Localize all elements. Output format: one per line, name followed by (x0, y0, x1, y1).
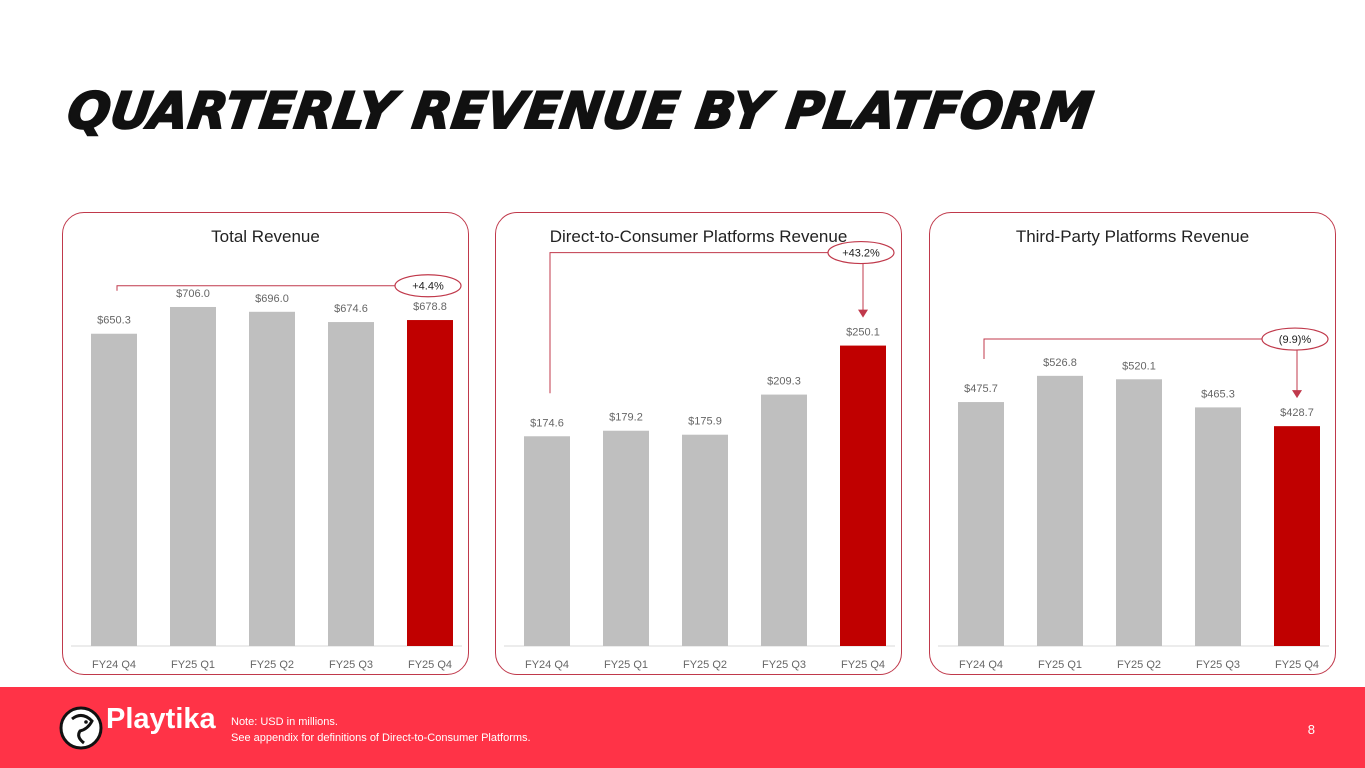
chart-dtc-revenue: $174.6 FY24 Q4 $179.2 FY25 Q1 $175.9 FY25 Q2 $… (504, 240, 895, 671)
chart-total-revenue: $650.3 FY24 Q4 $706.0 FY25 Q1 $696.0 FY25 Q2 $… (71, 274, 462, 671)
chart-title: Direct-to-Consumer Platforms Revenue (549, 227, 848, 246)
data-label: $706.0 (176, 288, 210, 300)
arrow-head (1292, 390, 1302, 399)
x-tick-label: FY24 Q4 (959, 659, 1003, 671)
bar (249, 311, 295, 646)
bracket-line (983, 338, 1263, 360)
data-label: $475.7 (964, 383, 998, 395)
bar (682, 434, 728, 646)
change-badge (827, 240, 895, 265)
playtika-leopard-logo-icon (59, 706, 103, 750)
bar (328, 322, 374, 646)
bar (91, 333, 137, 646)
panel-dtc-revenue: Direct-to-Consumer Platforms Revenue $17… (495, 212, 902, 675)
chart-title: Third-Party Platforms Revenue (1015, 227, 1250, 246)
bar (958, 402, 1004, 646)
data-label: $179.2 (609, 412, 643, 424)
data-label: $674.6 (334, 303, 368, 315)
data-label: $465.3 (1201, 388, 1235, 400)
bracket-line (549, 252, 829, 394)
x-tick-label: FY24 Q4 (92, 659, 136, 671)
bar (1116, 379, 1162, 646)
x-tick-label: FY25 Q1 (171, 659, 215, 671)
bar (524, 436, 570, 646)
change-badge (394, 274, 462, 298)
data-label: $526.8 (1043, 357, 1077, 369)
footnote-line: Note: USD in millions. (231, 716, 338, 728)
bar (840, 345, 886, 646)
playtika-logo-text: Playtika (106, 703, 216, 735)
chart-third-party-revenue: $475.7 FY24 Q4 $526.8 FY25 Q1 $520.1 FY25 Q2 $… (938, 327, 1329, 671)
x-tick-label: FY24 Q4 (525, 659, 569, 671)
x-tick-label: FY25 Q2 (250, 659, 294, 671)
bar (603, 430, 649, 646)
change-label: +43.2% (842, 248, 880, 260)
x-tick-label: FY25 Q3 (329, 659, 373, 671)
arrow-head (858, 309, 868, 318)
footnote: Note: USD in millions. See appendix for … (231, 714, 531, 746)
data-label: $174.6 (530, 417, 564, 429)
page-title: QUARTERLY REVENUE BY PLATFORM (63, 81, 1098, 141)
x-tick-label: FY25 Q1 (604, 659, 648, 671)
data-label: $520.1 (1122, 360, 1156, 372)
change-label: +4.4% (412, 281, 444, 293)
bracket-line (116, 285, 396, 291)
bar (761, 394, 807, 646)
change-badge (1261, 327, 1329, 351)
page-number: 8 (1307, 722, 1315, 737)
data-label: $678.8 (413, 301, 447, 313)
data-label: $650.3 (97, 315, 131, 327)
x-tick-label: FY25 Q3 (1196, 659, 1240, 671)
bar (170, 306, 216, 646)
footnote-line: See appendix for definitions of Direct-t… (231, 732, 531, 744)
data-label: $696.0 (255, 293, 289, 305)
bar (1274, 426, 1320, 646)
x-tick-label: FY25 Q4 (1275, 659, 1319, 671)
bar (1195, 407, 1241, 646)
data-label: $250.1 (846, 327, 880, 339)
chart-title: Total Revenue (211, 227, 320, 246)
x-tick-label: FY25 Q4 (408, 659, 452, 671)
bar (407, 320, 453, 646)
data-label: $175.9 (688, 416, 722, 428)
data-label: $209.3 (767, 376, 801, 388)
bar (1037, 375, 1083, 646)
change-label: (9.9)% (1279, 334, 1312, 346)
x-tick-label: FY25 Q3 (762, 659, 806, 671)
panel-third-party-revenue: Third-Party Platforms Revenue $475.7 FY24… (929, 212, 1336, 675)
footer: Playtika Note: USD in millions. See appe… (0, 687, 1365, 768)
x-tick-label: FY25 Q2 (1117, 659, 1161, 671)
data-label: $428.7 (1280, 407, 1314, 419)
panel-total-revenue: Total Revenue $650.3 FY24 Q4 $706.0 FY25 Q1… (62, 212, 469, 675)
x-tick-label: FY25 Q2 (683, 659, 727, 671)
x-tick-label: FY25 Q1 (1038, 659, 1082, 671)
x-tick-label: FY25 Q4 (841, 659, 885, 671)
